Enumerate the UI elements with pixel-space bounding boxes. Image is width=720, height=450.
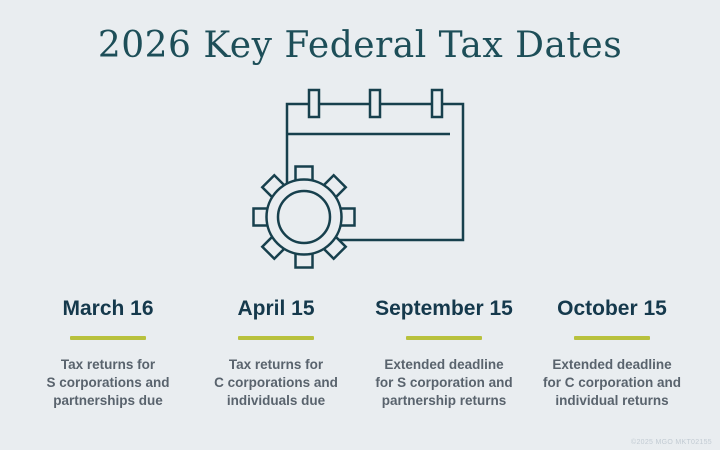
date-column-march-16: March 16 Tax returns for S corporations …: [24, 297, 192, 410]
accent-underline: [406, 335, 482, 340]
date-column-october-15: October 15 Extended deadline for C corpo…: [528, 297, 696, 410]
date-description: Tax returns for C corporations and indiv…: [214, 356, 338, 408]
date-description: Tax returns for S corporations and partn…: [46, 356, 170, 408]
calendar-gear-icon: [252, 89, 465, 270]
icon-row: [0, 84, 720, 279]
date-heading: October 15: [557, 297, 667, 321]
accent-underline: [238, 335, 314, 340]
date-heading: April 15: [237, 297, 315, 321]
copyright-note: ©2025 MGO MKT02155: [631, 439, 712, 446]
date-column-september-15: September 15 Extended deadline for S cor…: [360, 297, 528, 410]
date-description: Extended deadline for S corporation and …: [375, 356, 513, 408]
date-column-april-15: April 15 Tax returns for C corporations …: [192, 297, 360, 410]
date-columns: March 16 Tax returns for S corporations …: [24, 297, 696, 410]
date-heading: September 15: [375, 297, 513, 321]
page-title: 2026 Key Federal Tax Dates: [97, 25, 623, 66]
accent-underline: [70, 335, 146, 340]
date-heading: March 16: [62, 297, 154, 321]
date-description: Extended deadline for C corporation and …: [543, 356, 681, 408]
accent-underline: [574, 335, 650, 340]
